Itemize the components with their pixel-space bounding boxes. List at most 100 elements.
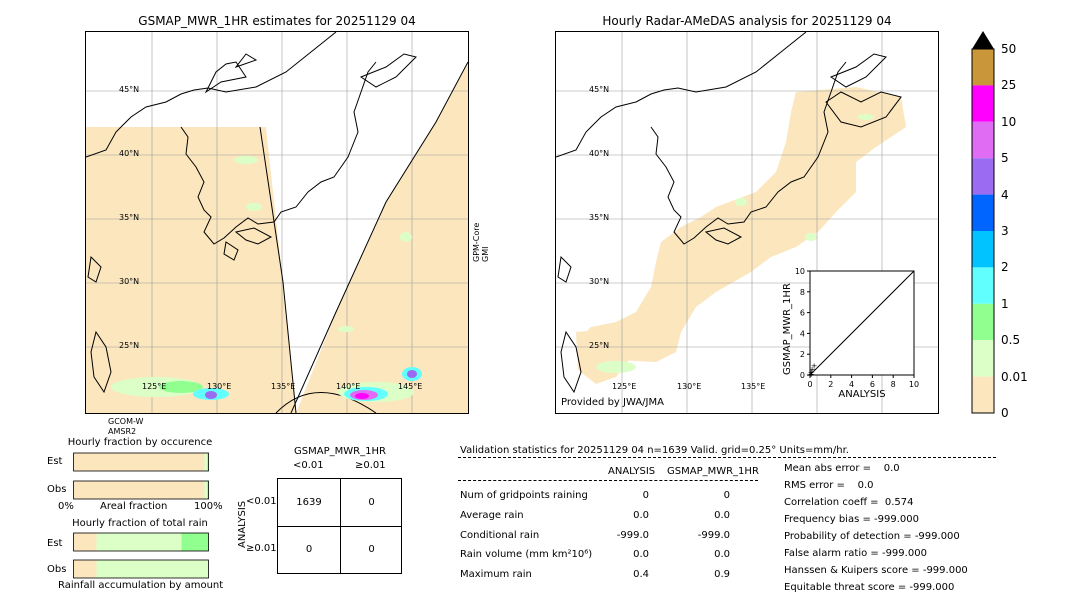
total-rain-est-label: Est xyxy=(47,538,63,549)
scatter-xtick-label: 10 xyxy=(909,380,919,389)
scatter-ytick-label: 2 xyxy=(800,350,805,359)
left-map-title: GSMAP_MWR_1HR estimates for 20251129 04 xyxy=(138,14,416,28)
right-lat-label-35: 35°N xyxy=(589,213,610,222)
right-lat-label-30: 30°N xyxy=(589,277,610,286)
right-lat-label-45: 45°N xyxy=(589,85,610,94)
score-mean-abs-error: Mean abs error = 0.0 xyxy=(784,463,900,474)
stat-label-rain-volume: Rain volume (mm km²10⁶) xyxy=(460,549,593,560)
scatter-xtick-label: 2 xyxy=(828,380,833,389)
stat-b-conditional-rain: -999.0 xyxy=(697,530,730,541)
colorbar-tick-label: 0 xyxy=(1001,406,1009,420)
inset-scatter: 0 2 4 6 8 10 0 2 4 6 8 10 + + + + + ANALYSIS GSMAP_MWR_1… xyxy=(778,265,923,405)
colorbar-segment xyxy=(972,49,994,86)
scatter-ytick-label: 10 xyxy=(795,267,805,276)
score-correlation: Correlation coeff = 0.574 xyxy=(784,497,914,508)
stat-a-maximum-rain: 0.4 xyxy=(633,569,649,580)
stat-b-average-rain: 0.0 xyxy=(714,510,730,521)
colorbar-tick-label: 0.01 xyxy=(1001,369,1028,384)
scatter-ytick-label: 8 xyxy=(800,288,805,297)
score-rms-error: RMS error = 0.0 xyxy=(784,480,874,491)
validation-header: Validation statistics for 20251129 04 n=… xyxy=(460,445,849,456)
scatter-xtick-label: 0 xyxy=(807,380,812,389)
scatter-ylabel: GSMAP_MWR_1HR xyxy=(782,283,793,375)
colorbar-tick-label: 1 xyxy=(1001,296,1009,311)
validation-col-analysis: ANALYSIS xyxy=(608,466,656,477)
colorbar-segment xyxy=(972,194,994,231)
scatter-point: + xyxy=(811,362,818,371)
score-pod: Probability of detection = -999.000 xyxy=(784,531,960,542)
right-lon-label-130: 130°E xyxy=(677,382,702,391)
occurrence-bar-segment xyxy=(204,453,208,471)
occurrence-bar-segment xyxy=(204,481,208,499)
right-lat-label-25: 25°N xyxy=(589,341,610,350)
stat-a-average-rain: 0.0 xyxy=(633,510,649,521)
occurrence-bar-segment xyxy=(73,481,205,499)
left-map-panel: 45°N 40°N 35°N 30°N 25°N 125°E 130°E 135… xyxy=(85,31,469,414)
contingency-row-axis: ANALYSIS xyxy=(237,500,248,548)
scatter-ytick-label: 6 xyxy=(800,309,805,318)
colorbar-tick-label: 4 xyxy=(1001,187,1009,202)
scatter-point: + xyxy=(809,365,816,374)
left-lon-label-135: 135°E xyxy=(271,382,296,391)
colorbar-tick-label: 2 xyxy=(1001,260,1009,275)
right-map-panel: 45°N 40°N 35°N 30°N 25°N 125°E 130°E 135… xyxy=(555,31,939,414)
scatter-xtick-label: 6 xyxy=(870,380,875,389)
stat-label-conditional-rain: Conditional rain xyxy=(460,530,540,541)
right-lat-label-40: 40°N xyxy=(589,149,610,158)
contingency-title: GSMAP_MWR_1HR xyxy=(294,446,386,457)
stat-b-num-raining: 0 xyxy=(723,490,730,501)
validation-col-divider xyxy=(458,480,758,481)
left-lon-label-125: 125°E xyxy=(142,382,167,391)
colorbar-segment xyxy=(972,267,994,304)
total-rain-title: Hourly fraction of total rain xyxy=(72,518,208,529)
stat-label-num-raining: Num of gridpoints raining xyxy=(460,490,588,501)
stat-label-average-rain: Average rain xyxy=(460,510,524,521)
contingency-cell-10: 0 xyxy=(305,544,313,555)
colorbar-tick-label: 3 xyxy=(1001,224,1009,238)
total-rain-bar-frame xyxy=(73,532,209,552)
occurrence-bar-segment xyxy=(73,453,205,471)
total-rain-bar-segment xyxy=(73,533,97,551)
contingency-col-1: ≥0.01 xyxy=(355,460,386,471)
contingency-cell-11: 0 xyxy=(368,544,375,555)
colorbar-tick-label: 25 xyxy=(1001,78,1017,93)
left-lat-label-40: 40°N xyxy=(119,149,140,158)
colorbar-segment xyxy=(972,158,994,195)
total-rain-bar-frame xyxy=(73,559,209,579)
colorbar-tick-label: 0.5 xyxy=(1001,333,1021,348)
occurrence-bar-segment xyxy=(207,453,209,471)
scatter-xtick-label: 4 xyxy=(849,380,854,389)
colorbar-tick-label: 5 xyxy=(1001,151,1009,166)
score-frequency-bias: Frequency bias = -999.000 xyxy=(784,514,919,525)
right-map-svg xyxy=(556,32,938,413)
occurrence-xtick-0: 0% xyxy=(58,501,74,512)
swath-label-amsr2: GCOM-W AMSR2 xyxy=(108,417,144,436)
stat-a-rain-volume: 0.0 xyxy=(633,549,649,560)
total-rain-bars xyxy=(73,532,209,579)
total-rain-bar-segment xyxy=(96,533,182,551)
total-rain-xlabel: Rainfall accumulation by amount xyxy=(58,580,224,591)
left-lon-label-140: 140°E xyxy=(336,382,361,391)
right-map-title: Hourly Radar-AMeDAS analysis for 2025112… xyxy=(602,14,892,28)
left-lon-label-130: 130°E xyxy=(207,382,232,391)
score-hk: Hanssen & Kuipers score = -999.000 xyxy=(784,565,968,576)
stat-label-maximum-rain: Maximum rain xyxy=(460,569,532,580)
stat-b-rain-volume: 0.0 xyxy=(714,549,730,560)
scatter-reference-line xyxy=(809,270,915,376)
stat-b-maximum-rain: 0.9 xyxy=(714,569,730,580)
data-credit: Provided by JWA/JMA xyxy=(561,397,664,408)
left-map-svg xyxy=(86,32,468,413)
scatter-ytick-label: 0 xyxy=(800,371,805,380)
scatter-ytick-label: 4 xyxy=(800,329,805,338)
colorbar-tick-label: 50 xyxy=(1001,42,1017,56)
colorbar-frame xyxy=(971,48,995,414)
occurrence-bar-frame xyxy=(73,480,209,500)
contingency-cell-01: 0 xyxy=(368,497,375,508)
left-lat-label-25: 25°N xyxy=(119,341,140,350)
colorbar-svg xyxy=(971,31,995,414)
swath-label-gmi: GPM-Core GMI xyxy=(472,222,490,262)
occurrence-est-label: Est xyxy=(47,456,63,467)
occurrence-xtick-1: 100% xyxy=(194,501,223,512)
contingency-cell-00: 1639 xyxy=(296,497,322,508)
